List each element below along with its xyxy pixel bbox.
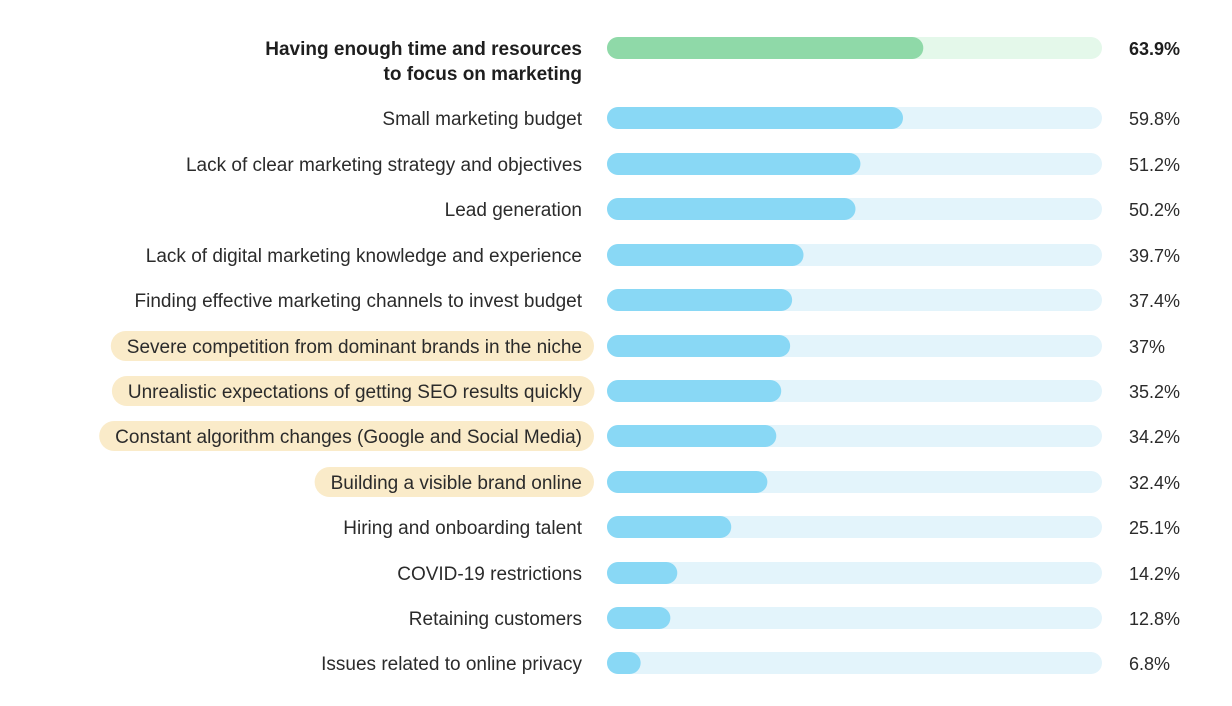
bar [607, 289, 793, 311]
value-label: 6.8% [1129, 654, 1170, 674]
label-highlights [99, 331, 595, 497]
value-label: 63.9% [1129, 39, 1180, 59]
bar-track [607, 607, 1102, 629]
value-label: 51.2% [1129, 155, 1180, 175]
value-label: 14.2% [1129, 564, 1180, 584]
category-label: Building a visible brand online [331, 473, 582, 494]
category-label: Retaining customers [409, 609, 582, 630]
value-label: 39.7% [1129, 246, 1180, 266]
value-label: 25.1% [1129, 518, 1180, 538]
bar-track [607, 652, 1102, 674]
category-label: Lead generation [445, 200, 582, 221]
bar [607, 425, 777, 447]
bar [607, 516, 732, 538]
value-label: 37% [1129, 337, 1165, 357]
category-label: Constant algorithm changes (Google and S… [115, 427, 582, 448]
category-label: Severe competition from dominant brands … [127, 337, 582, 358]
bar [607, 607, 671, 629]
category-label: Issues related to online privacy [321, 654, 582, 675]
bar [607, 471, 768, 493]
value-label: 34.2% [1129, 427, 1180, 447]
bar [607, 244, 804, 266]
category-label: Finding effective marketing channels to … [135, 291, 583, 312]
value-label: 35.2% [1129, 382, 1180, 402]
bar-track [607, 516, 1102, 538]
bars [607, 37, 924, 674]
bar [607, 198, 856, 220]
bar [607, 153, 861, 175]
category-label: Having enough time and resources [265, 39, 582, 60]
bar [607, 37, 924, 59]
bar [607, 652, 641, 674]
bar [607, 562, 678, 584]
bar [607, 380, 782, 402]
category-label: Lack of clear marketing strategy and obj… [186, 155, 582, 176]
category-label: COVID-19 restrictions [397, 564, 582, 585]
category-label: Unrealistic expectations of getting SEO … [128, 382, 583, 403]
value-label: 12.8% [1129, 609, 1180, 629]
bar-track [607, 562, 1102, 584]
bar [607, 107, 904, 129]
value-labels: 63.9% 59.8% 51.2% 50.2% 39.7% 37.4% 37% 35.2% 34… [1129, 39, 1180, 674]
bar [607, 335, 791, 357]
value-label: 32.4% [1129, 473, 1180, 493]
category-labels: Having enough time and resources to focus… [115, 39, 583, 675]
value-label: 50.2% [1129, 200, 1180, 220]
value-label: 59.8% [1129, 109, 1180, 129]
category-label: to focus on marketing [384, 64, 582, 85]
value-label: 37.4% [1129, 291, 1180, 311]
label-highlight [314, 467, 594, 497]
label-highlight [110, 331, 594, 361]
label-highlight [99, 421, 594, 451]
label-highlight [111, 376, 595, 406]
category-label: Hiring and onboarding talent [343, 518, 582, 539]
category-label: Lack of digital marketing knowledge and … [146, 246, 582, 267]
category-label: Small marketing budget [382, 109, 582, 130]
